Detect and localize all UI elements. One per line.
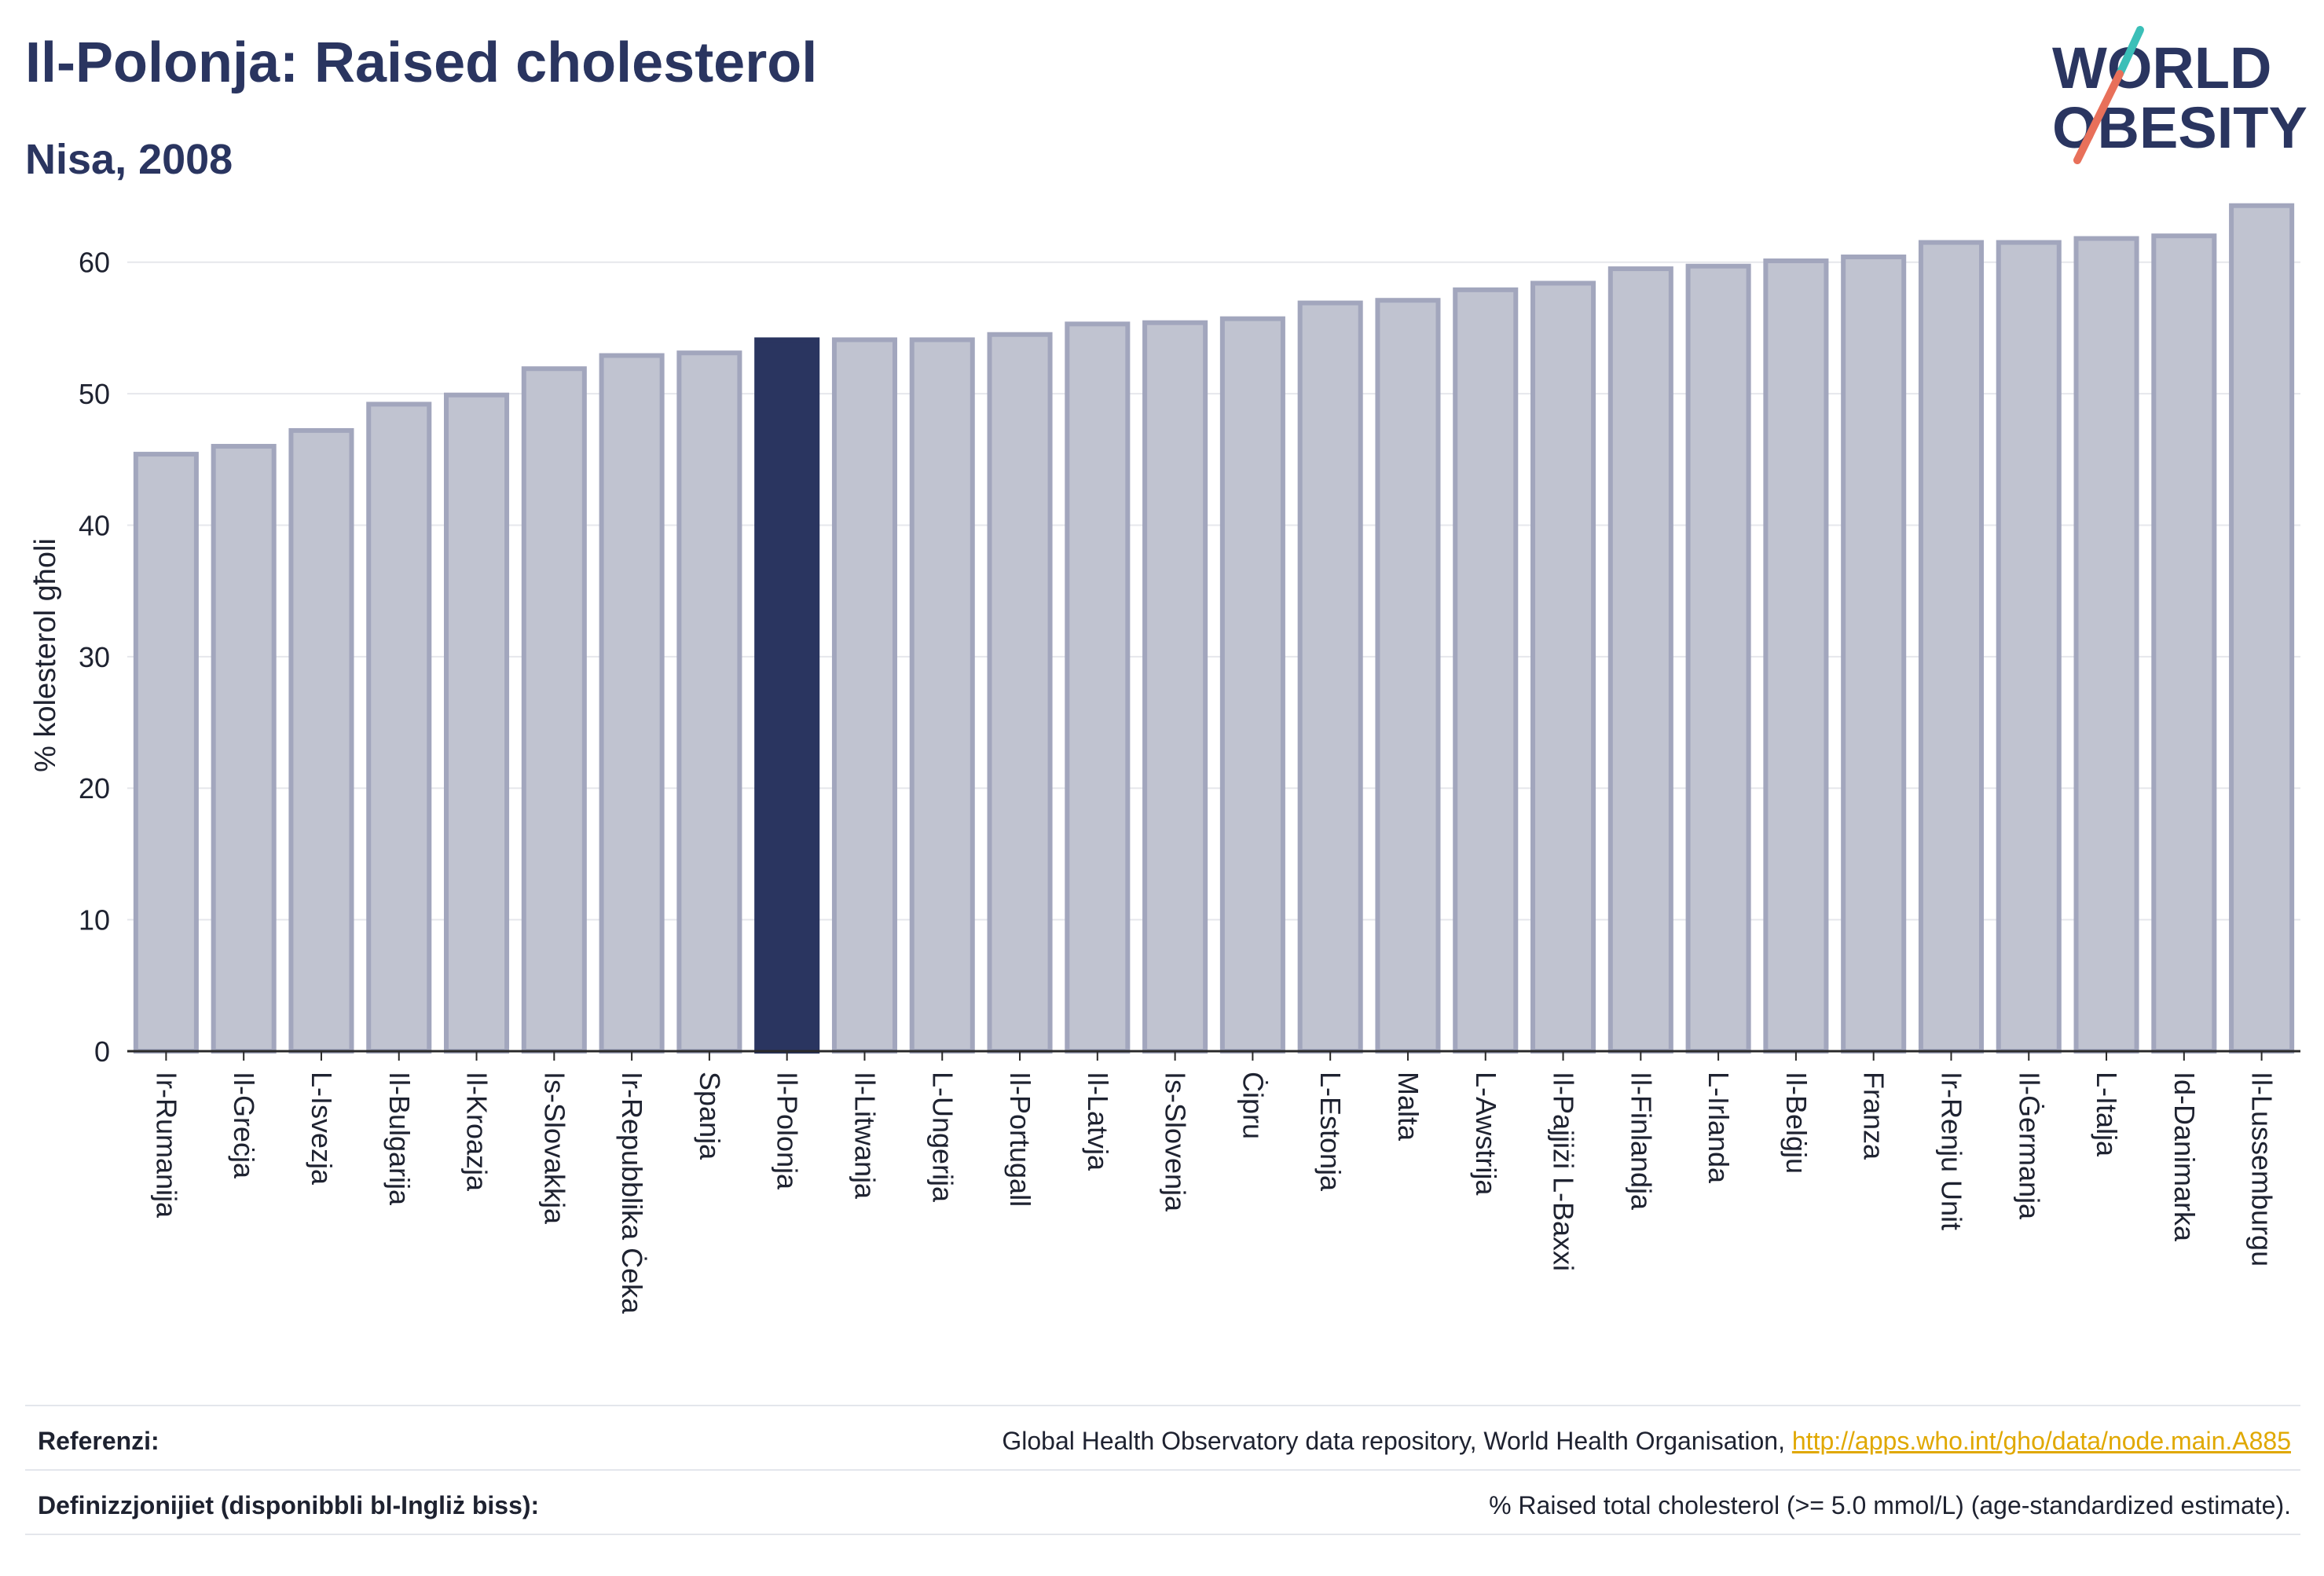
bar-l-estonja[interactable] xyxy=(1297,300,1363,1054)
bar-il-latvja[interactable] xyxy=(1065,321,1131,1054)
references-label: Referenzi: xyxy=(38,1427,159,1455)
definitions-value: % Raised total cholesterol (>= 5.0 mmol/… xyxy=(1489,1491,2291,1519)
x-tick-label: Il-Pajjiżi L-Baxxi xyxy=(1548,1072,1580,1271)
bar-il-bel-ju[interactable] xyxy=(1763,258,1829,1054)
logo-slash-coral xyxy=(2073,70,2124,164)
x-tick-label: Il-Belġju xyxy=(1780,1072,1813,1174)
bar-is-slovenja[interactable] xyxy=(1142,320,1208,1054)
x-tick-label: Franza xyxy=(1858,1072,1890,1160)
footer-divider-top xyxy=(25,1405,2300,1406)
x-tick-label: L-Estonja xyxy=(1314,1072,1347,1192)
y-tick-label: 0 xyxy=(94,1035,110,1068)
x-tick-label: Malta xyxy=(1392,1072,1424,1142)
x-tick-label: Il-Litwanja xyxy=(849,1072,881,1200)
bar-spanja[interactable] xyxy=(676,350,742,1054)
y-tick-label: 40 xyxy=(79,509,110,541)
bar-ir-repubblika-eka[interactable] xyxy=(599,353,665,1054)
y-axis-ticks: 0 10 20 30 40 50 60 xyxy=(79,247,110,1068)
bar-l-isvezja[interactable] xyxy=(288,427,354,1054)
bar-malta[interactable] xyxy=(1375,298,1441,1054)
bars xyxy=(133,203,2295,1054)
y-tick-label: 20 xyxy=(79,772,110,804)
x-tick-label: Ir-Renju Unit xyxy=(1935,1072,1967,1230)
bar-l-awstrija[interactable] xyxy=(1453,287,1519,1054)
x-tick-label: Id-Danimarka xyxy=(2168,1072,2201,1242)
bar-l-italja[interactable] xyxy=(2073,236,2139,1054)
references-link[interactable]: http://apps.who.int/gho/data/node.main.A… xyxy=(1791,1427,2291,1455)
bar-il-polonja[interactable] xyxy=(754,337,820,1054)
bar-il-lussemburgu[interactable] xyxy=(2229,203,2295,1054)
x-tick-label: L-Ungerija xyxy=(926,1072,959,1203)
logo-line1: WORLD xyxy=(2052,35,2272,101)
bar-is-slovakkja[interactable] xyxy=(521,366,587,1054)
x-tick-label: Ċipru xyxy=(1237,1072,1269,1139)
bar-il-litwanja[interactable] xyxy=(831,337,897,1054)
x-tick-label: L-Italja xyxy=(2091,1072,2123,1157)
x-tick-label: Ir-Repubblika Ċeka xyxy=(616,1072,648,1314)
bar-il-bulgarija[interactable] xyxy=(366,401,432,1054)
page-title: Il-Polonja: Raised cholesterol xyxy=(25,31,818,94)
footer-divider-bottom xyxy=(25,1534,2300,1535)
x-tick-label: L-Irlanda xyxy=(1703,1072,1735,1184)
bar-il-gre-ja[interactable] xyxy=(211,444,277,1054)
x-tick-label: Il-Lussemburgu xyxy=(2246,1072,2278,1266)
x-tick-label: Il-Finlandja xyxy=(1625,1072,1657,1211)
definitions-label: Definizzjonijiet (disponibbli bl-Ingliż … xyxy=(38,1491,540,1519)
bar-l-ungerija[interactable] xyxy=(909,337,975,1054)
y-tick-label: 60 xyxy=(79,247,110,279)
references-value: Global Health Observatory data repositor… xyxy=(1002,1427,2291,1456)
x-tick-label: Il-Ġermanja xyxy=(2013,1072,2045,1220)
x-axis-ticks: Ir-Rumanija Il-Greċja L-Isvezja Il-Bulgarij… xyxy=(150,1051,2278,1314)
bar-il-portugall[interactable] xyxy=(987,332,1053,1054)
x-tick-label: Il-Latvja xyxy=(1082,1072,1114,1171)
x-tick-label: L-Isvezja xyxy=(306,1072,338,1186)
footer-divider-middle xyxy=(25,1469,2300,1471)
bar-id-danimarka[interactable] xyxy=(2151,233,2217,1054)
references-text: Global Health Observatory data repositor… xyxy=(1002,1427,1792,1455)
x-tick-label: L-Awstrija xyxy=(1470,1072,1502,1196)
bar-il-finlandja[interactable] xyxy=(1607,266,1673,1054)
bar-l-irlanda[interactable] xyxy=(1685,263,1751,1054)
y-tick-label: 10 xyxy=(79,904,110,936)
page-subtitle: Nisa, 2008 xyxy=(25,136,233,183)
logo-slash-teal xyxy=(2116,26,2144,78)
x-tick-label: Ir-Rumanija xyxy=(150,1072,182,1219)
bar-il-pajji-i-l-baxxi[interactable] xyxy=(1530,280,1596,1054)
x-tick-label: Is-Slovenja xyxy=(1160,1072,1192,1212)
bar-franza[interactable] xyxy=(1841,254,1907,1054)
bar-chart: 0 10 20 30 40 50 60 Ir-Rumanija Il-Greċja L-Isve… xyxy=(29,203,2300,1314)
x-tick-label: Il-Greċja xyxy=(228,1072,260,1179)
y-tick-label: 30 xyxy=(79,641,110,673)
x-tick-label: Il-Polonja xyxy=(772,1072,804,1190)
y-tick-label: 50 xyxy=(79,378,110,410)
x-tick-label: Il-Portugall xyxy=(1004,1072,1036,1207)
world-obesity-logo: WORLD OBESITY xyxy=(2052,26,2308,164)
bar-il-kroazja[interactable] xyxy=(444,392,510,1054)
x-tick-label: Il-Kroazja xyxy=(461,1072,493,1192)
x-tick-label: Il-Bulgarija xyxy=(383,1072,416,1206)
bar--ipru[interactable] xyxy=(1219,316,1285,1054)
bar-il-ermanja[interactable] xyxy=(1996,240,2062,1054)
bar-ir-rumanija[interactable] xyxy=(133,452,199,1054)
x-tick-label: Is-Slovakkja xyxy=(538,1072,570,1225)
x-tick-label: Spanja xyxy=(694,1072,726,1160)
bar-ir-renju-unit[interactable] xyxy=(1918,240,1984,1054)
y-axis-label: % kolesterol għoli xyxy=(29,538,62,772)
